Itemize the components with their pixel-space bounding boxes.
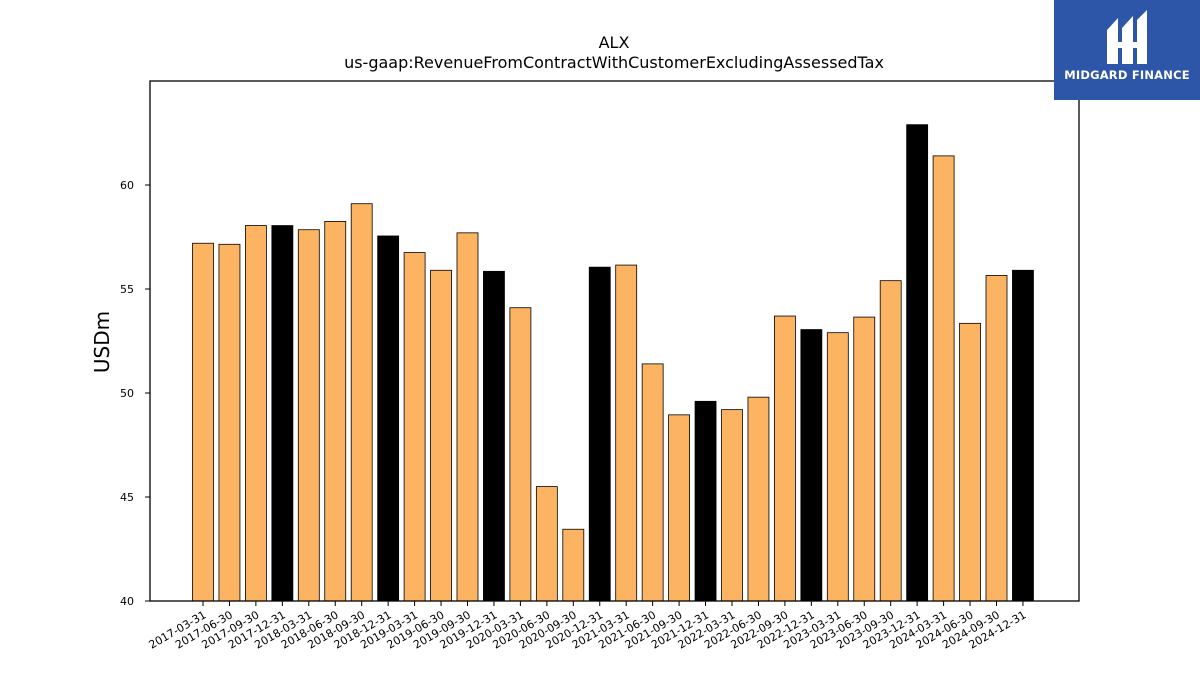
bar-2020-03-31: [509, 307, 532, 602]
bar-2022-03-31: [721, 409, 743, 602]
y-axis-ticks: 40 45 50 55 60: [120, 179, 150, 608]
plot-frame: [149, 80, 1080, 602]
bar-2022-12-31: [800, 329, 823, 602]
bar-2021-03-31: [615, 264, 638, 602]
bar-2024-12-31: [1012, 269, 1034, 602]
bar-2018-12-31: [377, 235, 400, 602]
bar-2023-12-31: [906, 124, 929, 602]
brand-logo: MIDGARD FINANCE: [1054, 0, 1200, 100]
bar-2023-09-30: [879, 280, 902, 602]
bar-2017-09-30: [244, 225, 267, 602]
bar-2023-06-30: [853, 316, 876, 602]
bar-2018-06-30: [324, 220, 347, 602]
bar-2020-09-30: [562, 528, 585, 602]
bar-2024-09-30: [985, 275, 1008, 602]
bar-2022-09-30: [774, 315, 796, 602]
bar-2024-03-31: [932, 155, 955, 602]
y-tick-label: 50: [120, 387, 134, 400]
bar-2018-03-31: [297, 229, 320, 602]
bar-2017-06-30: [218, 243, 241, 602]
bar-2019-09-30: [456, 232, 479, 602]
bar-2021-09-30: [668, 414, 690, 602]
bar-2019-06-30: [430, 269, 452, 602]
bar-2019-12-31: [483, 270, 505, 602]
bar-2023-03-31: [826, 332, 849, 602]
bar-2024-06-30: [959, 322, 981, 602]
bar-2020-06-30: [535, 486, 558, 602]
chart-subtitle: us-gaap:RevenueFromContractWithCustomerE…: [344, 53, 884, 72]
y-tick-label: 55: [120, 283, 134, 296]
bar-2018-09-30: [350, 203, 373, 602]
bar-2017-03-31: [192, 242, 214, 602]
y-axis-label: USDm: [90, 311, 114, 373]
y-tick-label: 40: [120, 595, 134, 608]
bar-2021-06-30: [641, 363, 664, 602]
bar-2022-06-30: [747, 396, 770, 602]
bar-2020-12-31: [588, 266, 611, 602]
x-axis-ticks: 2017-03-312017-06-302017-09-302017-12-31…: [147, 601, 1028, 652]
midgard-logo-icon: [1107, 10, 1147, 64]
y-tick-label: 45: [120, 491, 134, 504]
y-tick-label: 60: [120, 179, 134, 192]
bar-2017-12-31: [271, 225, 294, 602]
chart-title: ALX: [599, 33, 630, 52]
bar-2021-12-31: [694, 400, 717, 602]
brand-logo-text: MIDGARD FINANCE: [1064, 68, 1190, 82]
bar-2019-03-31: [403, 252, 426, 602]
bars-group: [192, 124, 1034, 602]
